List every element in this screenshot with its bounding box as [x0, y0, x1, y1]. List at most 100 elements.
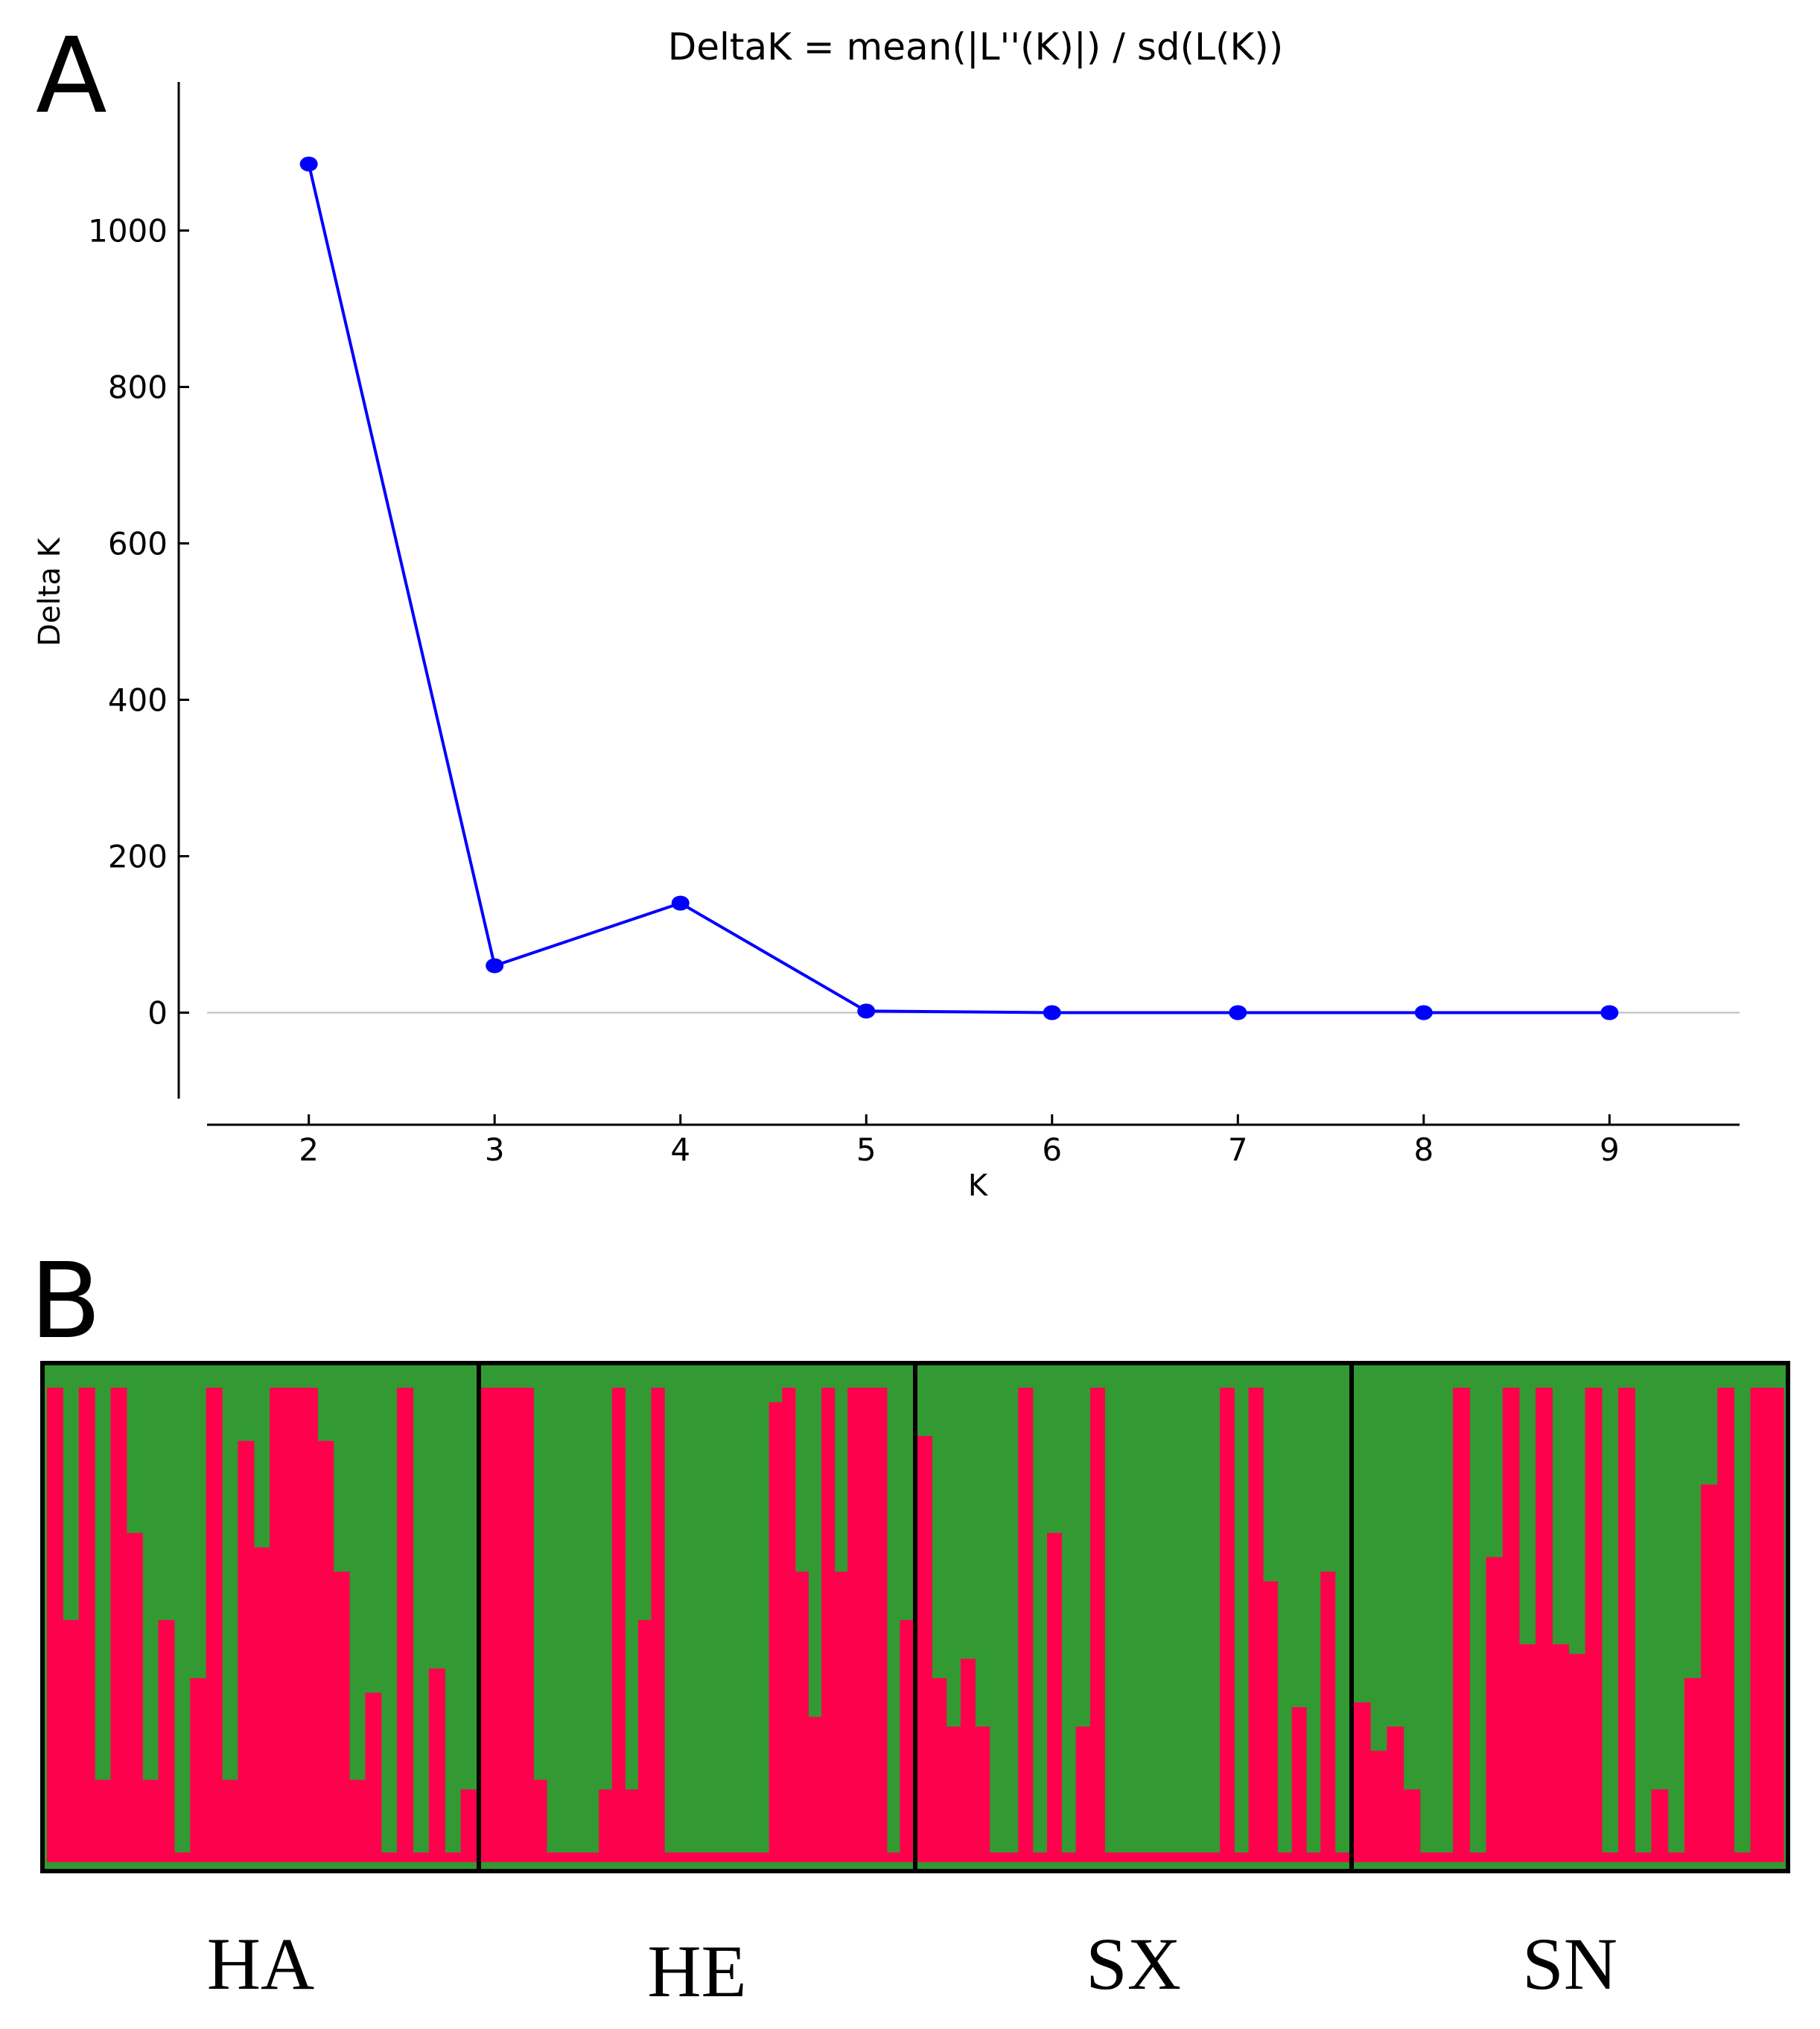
structure-bar-ha — [142, 1779, 159, 1862]
panel-letter-b: B — [30, 1241, 101, 1362]
structure-bar-sn — [1502, 1388, 1520, 1862]
structure-bar-sn — [1684, 1678, 1702, 1862]
y-axis-label: Delta K — [33, 536, 67, 646]
data-point — [671, 895, 690, 911]
structure-bar-sx — [1263, 1581, 1278, 1862]
structure-bar-ha — [47, 1388, 63, 1862]
structure-bar-he — [860, 1388, 874, 1862]
structure-bar-sx — [1177, 1852, 1191, 1862]
x-tick-label: 2 — [299, 1131, 319, 1168]
population-label-ha: HA — [207, 1922, 314, 2005]
structure-bar-ha — [95, 1779, 112, 1862]
structure-bar-ha — [222, 1779, 239, 1862]
structure-bar-ha — [285, 1388, 302, 1862]
structure-bar-sn — [1354, 1702, 1371, 1862]
structure-bar-he — [677, 1852, 691, 1862]
structure-bar-he — [625, 1789, 639, 1862]
x-ticks: 2 3 4 5 6 7 8 9 — [299, 1114, 1620, 1168]
structure-bar-he — [769, 1402, 783, 1862]
structure-bar-he — [494, 1388, 508, 1862]
structure-bar-sn — [1370, 1750, 1387, 1862]
structure-bar-sn — [1436, 1852, 1454, 1862]
structure-bar-he — [507, 1388, 521, 1862]
structure-bar-sx — [946, 1727, 961, 1862]
panel-b-structure-plot: B HA HE SX SN — [30, 1241, 1790, 2013]
y-tick-label: 1000 — [88, 213, 168, 250]
structure-bar-sn — [1717, 1388, 1735, 1862]
structure-bar-he — [742, 1852, 757, 1862]
structure-bar-sn — [1453, 1388, 1470, 1862]
structure-bar-he — [546, 1852, 561, 1862]
structure-bar-he — [611, 1388, 626, 1862]
y-ticks: 0 200 400 600 800 1000 — [88, 213, 189, 1032]
structure-bar-sn — [1635, 1852, 1652, 1862]
structure-bar-ha — [174, 1852, 191, 1862]
structure-bar-ha — [397, 1388, 414, 1862]
structure-bar-sx — [1291, 1707, 1307, 1862]
structure-bar-sn — [1419, 1852, 1437, 1862]
structure-bar-he — [703, 1852, 717, 1862]
structure-bar-sx — [1032, 1852, 1048, 1862]
structure-bar-he — [847, 1388, 862, 1862]
structure-bar-ha — [78, 1388, 95, 1862]
chart-title: DeltaK = mean(|L''(K)|) / sd(L(K)) — [668, 25, 1284, 69]
structure-bar-sx — [1191, 1852, 1206, 1862]
population-label-sx: SX — [1086, 1922, 1181, 2005]
structure-bar-ha — [238, 1441, 255, 1862]
structure-bar-ha — [110, 1388, 127, 1862]
structure-bar-he — [782, 1388, 796, 1862]
structure-bar-he — [520, 1388, 534, 1862]
x-tick-label: 9 — [1600, 1131, 1620, 1168]
structure-bar-sn — [1568, 1654, 1586, 1862]
structure-bar-sn — [1387, 1727, 1404, 1862]
structure-bar-sx — [1133, 1852, 1148, 1862]
structure-bar-ha — [333, 1572, 350, 1862]
structure-bar-he — [664, 1852, 678, 1862]
structure-bar-he — [729, 1852, 744, 1862]
data-point — [1600, 1005, 1619, 1020]
structure-bar-ha — [63, 1620, 80, 1862]
data-point — [299, 156, 318, 172]
structure-bar-sn — [1536, 1388, 1553, 1862]
structure-bar-he — [834, 1572, 848, 1862]
structure-bar-sx — [1205, 1852, 1221, 1862]
structure-bar-ha — [428, 1668, 445, 1862]
structure-bar-ha — [253, 1547, 270, 1862]
structure-bar-sx — [1320, 1572, 1336, 1862]
structure-bar-ha — [126, 1533, 143, 1862]
structure-bar-sn — [1651, 1789, 1669, 1862]
structure-bar-sx — [1047, 1533, 1062, 1862]
structure-bar-sn — [1618, 1388, 1635, 1862]
structure-bar-he — [756, 1852, 770, 1862]
structure-bar-he — [559, 1852, 573, 1862]
data-point — [1414, 1005, 1433, 1020]
structure-bar-he — [874, 1388, 888, 1862]
structure-bar-sx — [1075, 1727, 1091, 1862]
structure-bars — [47, 1388, 1784, 1862]
structure-bar-he — [821, 1388, 836, 1862]
structure-bar-ha — [349, 1779, 366, 1862]
panel-letter-a: A — [36, 16, 107, 137]
structure-bar-sx — [1104, 1852, 1120, 1862]
structure-bar-he — [690, 1852, 704, 1862]
x-tick-label: 3 — [485, 1131, 505, 1168]
structure-bar-ha — [381, 1852, 398, 1862]
y-tick-label: 0 — [147, 995, 168, 1032]
structure-bar-he — [716, 1852, 731, 1862]
structure-bar-he — [599, 1789, 613, 1862]
structure-bar-he — [585, 1852, 599, 1862]
structure-bar-ha — [445, 1852, 462, 1862]
structure-bar-he — [533, 1779, 547, 1862]
structure-bar-sn — [1734, 1852, 1751, 1862]
y-tick-label: 200 — [108, 839, 168, 875]
structure-bar-he — [637, 1620, 652, 1862]
x-axis-label: K — [968, 1169, 989, 1203]
structure-bar-sn — [1585, 1388, 1603, 1862]
y-tick-label: 400 — [108, 682, 168, 719]
structure-bar-ha — [413, 1852, 430, 1862]
structure-bar-ha — [206, 1388, 223, 1862]
structure-bar-he — [808, 1717, 822, 1862]
structure-bar-sx — [1148, 1852, 1163, 1862]
structure-bar-ha — [270, 1388, 287, 1862]
